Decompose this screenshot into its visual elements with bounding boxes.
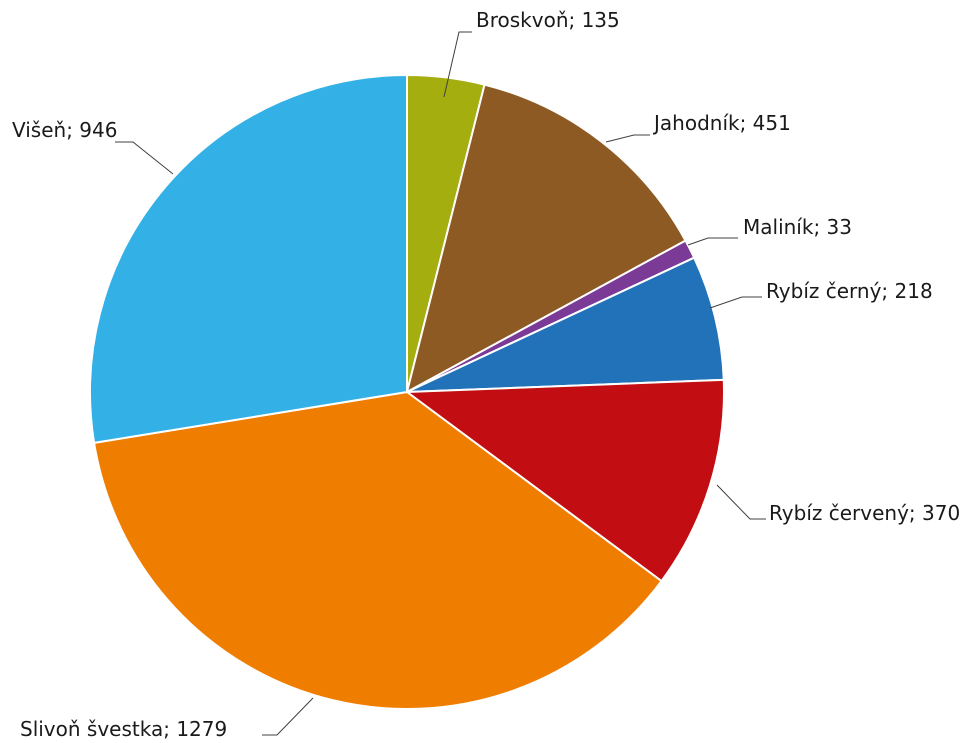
leader-line-broskvon — [443, 31, 472, 98]
data-labels: Broskvoň; 135 Jahodník; 451 Maliník; 33 Ryb… — [12, 8, 960, 741]
leader-line-malinik — [687, 237, 738, 246]
leader-line-rybiz-cerny — [709, 296, 762, 309]
data-label-visen: Višeň; 946 — [12, 118, 117, 142]
pie-slice-rybiz-cerveny — [404, 378, 725, 583]
leader-line-rybiz-cerveny — [716, 484, 766, 520]
leader-line-slivon-svestka — [262, 697, 314, 736]
data-label-malinik: Maliník; 33 — [743, 215, 852, 239]
data-label-rybiz-cerny: Rybíz černý; 218 — [766, 279, 933, 303]
leader-lines — [115, 31, 766, 736]
data-label-jahodnik: Jahodník; 451 — [652, 111, 791, 135]
pie-slice-slivon-svestka — [92, 390, 663, 710]
pie-slice-jahodnik — [405, 83, 687, 394]
leader-line-jahodnik — [605, 134, 650, 143]
pie-slices — [89, 73, 725, 710]
leader-line-visen — [115, 141, 174, 175]
data-label-broskvon: Broskvoň; 135 — [476, 8, 620, 32]
data-label-slivon-svestka: Slivoň švestka; 1279 — [20, 717, 227, 741]
pie-slice-rybiz-cerny — [406, 256, 725, 393]
pie-slice-visen — [89, 73, 408, 444]
data-label-rybiz-cerveny: Rybíz červený; 370 — [769, 501, 960, 525]
